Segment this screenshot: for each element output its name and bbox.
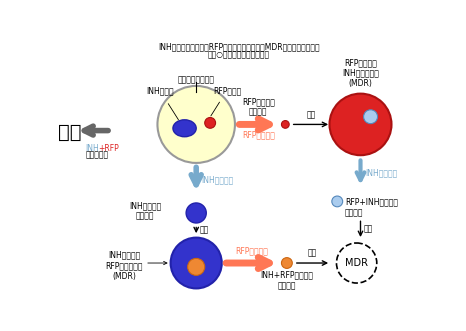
Circle shape <box>363 110 377 124</box>
Circle shape <box>205 118 216 128</box>
Circle shape <box>332 196 343 207</box>
Text: 増殖: 増殖 <box>363 225 373 234</box>
Text: 治癒: 治癒 <box>58 123 82 142</box>
Text: RFPのみ投与: RFPのみ投与 <box>235 246 267 255</box>
Text: INH耐性菌が
生き残る: INH耐性菌が 生き残る <box>129 202 161 221</box>
Text: +RFP: +RFP <box>98 144 119 153</box>
Text: INHのみ投与: INHのみ投与 <box>365 168 397 177</box>
Circle shape <box>281 120 289 128</box>
Text: INH: INH <box>85 144 99 153</box>
Circle shape <box>158 86 235 163</box>
Circle shape <box>186 203 206 223</box>
Text: INH耐性菌: INH耐性菌 <box>147 86 174 95</box>
Text: の併用投与: の併用投与 <box>85 151 109 160</box>
Text: INH+RFP耐性菌が
生き残る: INH+RFP耐性菌が 生き残る <box>260 271 313 290</box>
Text: 注　○の大きさは菌量を表す: 注 ○の大きさは菌量を表す <box>208 51 270 60</box>
Text: INH耐性菌が
RFP耐性を獲得
(MDR): INH耐性菌が RFP耐性を獲得 (MDR) <box>105 251 143 280</box>
Circle shape <box>336 243 377 283</box>
Circle shape <box>329 94 391 155</box>
Text: 増殖: 増殖 <box>308 249 317 258</box>
Text: 増殖: 増殖 <box>200 225 209 234</box>
Text: RFP+INH耐性菌が
生き残る: RFP+INH耐性菌が 生き残る <box>345 198 398 217</box>
Text: MDR: MDR <box>345 258 368 268</box>
Text: RFPのみ投与: RFPのみ投与 <box>242 131 274 140</box>
Text: INH：イソシアニド　RFP：リファンビシン　MDR：多剤耗性結核菌: INH：イソシアニド RFP：リファンビシン MDR：多剤耗性結核菌 <box>158 42 320 51</box>
Text: RFP耐性菌が
INH耐性を獲得
(MDR): RFP耐性菌が INH耐性を獲得 (MDR) <box>342 59 379 88</box>
Ellipse shape <box>173 120 196 137</box>
Text: RFP耐性菌が
生き残る: RFP耐性菌が 生き残る <box>242 97 274 117</box>
Circle shape <box>281 258 292 268</box>
Text: 空洞中の結核菌菌: 空洞中の結核菌菌 <box>178 75 215 84</box>
Text: 増殖: 増殖 <box>306 110 315 119</box>
Circle shape <box>171 238 222 288</box>
Text: INHのみ投与: INHのみ投与 <box>202 175 234 184</box>
Text: RFP耐性菌: RFP耐性菌 <box>213 86 241 95</box>
Circle shape <box>188 259 205 275</box>
